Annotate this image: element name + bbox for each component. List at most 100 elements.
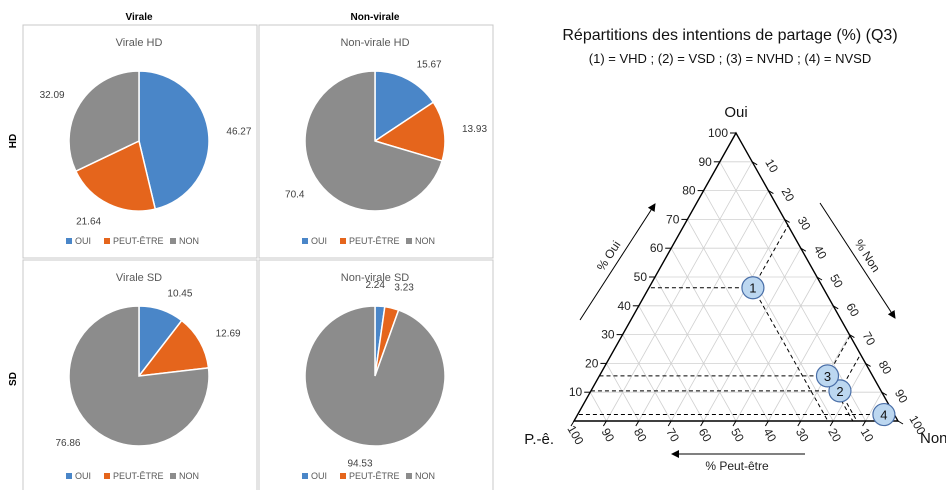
tick-peut-etre <box>732 420 737 427</box>
pie-panel: Virale HD 46.27 21.64 32.09 OUI PEUT-ÊTRE NON <box>22 24 258 259</box>
legend-label: PEUT-ÊTRE <box>349 471 400 481</box>
pie-title: Non-virale HD <box>340 37 409 49</box>
legend-swatch <box>406 238 412 244</box>
row-header-hd: HD <box>8 134 19 148</box>
tick-label-non: 30 <box>795 214 814 233</box>
pie-slice <box>304 70 444 212</box>
tick-label-non: 60 <box>843 301 862 320</box>
tick-label-oui: 80 <box>682 184 696 198</box>
legend-swatch <box>66 473 72 479</box>
legend-swatch <box>104 473 110 479</box>
grid-line-peut-etre <box>638 305 704 422</box>
data-point-label: 3 <box>824 369 831 384</box>
tick-label-non: 90 <box>892 387 911 406</box>
pie-data-label: 3.23 <box>394 283 414 294</box>
pie-slice <box>374 70 435 143</box>
pie-slice <box>137 319 210 377</box>
pie-slice <box>68 70 140 173</box>
ternary-subtitle: (1) = VHD ; (2) = VSD ; (3) = NVHD ; (4)… <box>589 51 871 66</box>
pie-chart-grid: Virale Non-virale HD SD Virale HD 46.27 21… <box>8 12 494 490</box>
tick-peut-etre <box>700 420 705 427</box>
corner-label-oui: Oui <box>724 104 747 121</box>
row-header-sd: SD <box>8 372 19 386</box>
tick-label-oui: 30 <box>601 328 615 342</box>
data-point <box>872 402 896 427</box>
tick-label-non: 40 <box>811 243 830 262</box>
tick-label-oui: 60 <box>650 241 664 255</box>
tick-non <box>881 391 888 396</box>
tick-label-non: 20 <box>778 185 797 204</box>
data-point-label: 1 <box>749 281 756 296</box>
pie-title: Virale HD <box>116 37 163 49</box>
legend-label: NON <box>179 471 199 481</box>
axis-arrow-oui <box>579 203 656 321</box>
corner-label-peut-etre: P.-ê. <box>524 431 554 448</box>
grid-line-peut-etre <box>719 161 866 422</box>
tick-label-peut-etre: 30 <box>793 426 812 445</box>
pie-data-label: 32.09 <box>40 90 65 101</box>
data-point <box>828 379 852 403</box>
tick-non <box>768 190 774 195</box>
pie-title: Non-virale SD <box>341 272 410 284</box>
legend-swatch <box>302 238 308 244</box>
tick-non <box>816 276 823 281</box>
pie-data-label: 13.93 <box>462 124 487 135</box>
pie-data-label: 10.45 <box>167 289 192 300</box>
grid-line-non <box>606 161 753 422</box>
legend-label: NON <box>179 236 199 246</box>
grid-line-non <box>735 276 818 422</box>
corner-label-non: Non <box>920 430 946 447</box>
legend-swatch <box>170 238 176 244</box>
tick-label-oui: 40 <box>617 299 631 313</box>
tick-non <box>784 218 790 223</box>
pie-slice <box>373 101 446 162</box>
pie-data-label: 2.24 <box>365 280 385 291</box>
legend-swatch <box>302 473 308 479</box>
guide-line <box>752 225 789 288</box>
ternary-title: Répartitions des intentions de partage (… <box>562 27 897 44</box>
tick-label-peut-etre: 40 <box>760 426 779 445</box>
legend-label: NON <box>415 236 435 246</box>
pie-data-label: 15.67 <box>417 59 442 70</box>
legend-swatch <box>104 238 110 244</box>
grid-line-non <box>670 219 785 422</box>
pie-slice <box>138 70 210 210</box>
tick-label-peut-etre: 10 <box>858 426 877 445</box>
pie-data-label: 46.27 <box>226 127 251 138</box>
grid-line-peut-etre <box>589 392 607 422</box>
tick-label-oui: 10 <box>569 385 583 399</box>
legend-label: NON <box>415 471 435 481</box>
legend-swatch <box>66 238 72 244</box>
guide-line <box>752 287 829 422</box>
tick-peut-etre <box>862 420 867 427</box>
tick-label-oui: 50 <box>634 270 648 284</box>
tick-label-peut-etre: 20 <box>825 426 844 445</box>
legend-label: OUI <box>311 471 327 481</box>
grid-line-non <box>768 305 834 422</box>
tick-peut-etre <box>635 420 640 427</box>
column-header-virale: Virale <box>125 12 152 23</box>
tick-label-peut-etre: 70 <box>663 426 682 445</box>
grid-line-non <box>865 392 883 422</box>
data-point-label: 2 <box>836 384 843 399</box>
tick-peut-etre <box>602 420 607 427</box>
pie-slice <box>304 305 446 447</box>
tick-label-peut-etre: 60 <box>696 426 715 445</box>
tick-label-non: 50 <box>827 272 846 291</box>
legend-swatch <box>340 238 346 244</box>
ternary-points: 1 23 4 <box>577 225 896 427</box>
axis-label-peut-etre: % Peut-être <box>705 459 769 473</box>
grid-line-peut-etre <box>622 334 672 422</box>
tick-peut-etre <box>570 420 575 427</box>
axis-label-non: % Non <box>852 237 883 275</box>
pie-data-label: 12.69 <box>216 329 241 340</box>
tick-non <box>800 247 807 252</box>
pie-slice <box>68 305 210 447</box>
legend-swatch <box>406 473 412 479</box>
axis-arrow-non <box>819 202 896 319</box>
legend-swatch <box>170 473 176 479</box>
tick-label-peut-etre: 80 <box>631 426 650 445</box>
pie-slice <box>74 139 157 212</box>
tick-label-peut-etre: 100 <box>564 423 586 448</box>
pie-panel: Virale SD 10.45 12.69 76.86 OUI PEUT-ÊTRE NON <box>22 259 258 490</box>
